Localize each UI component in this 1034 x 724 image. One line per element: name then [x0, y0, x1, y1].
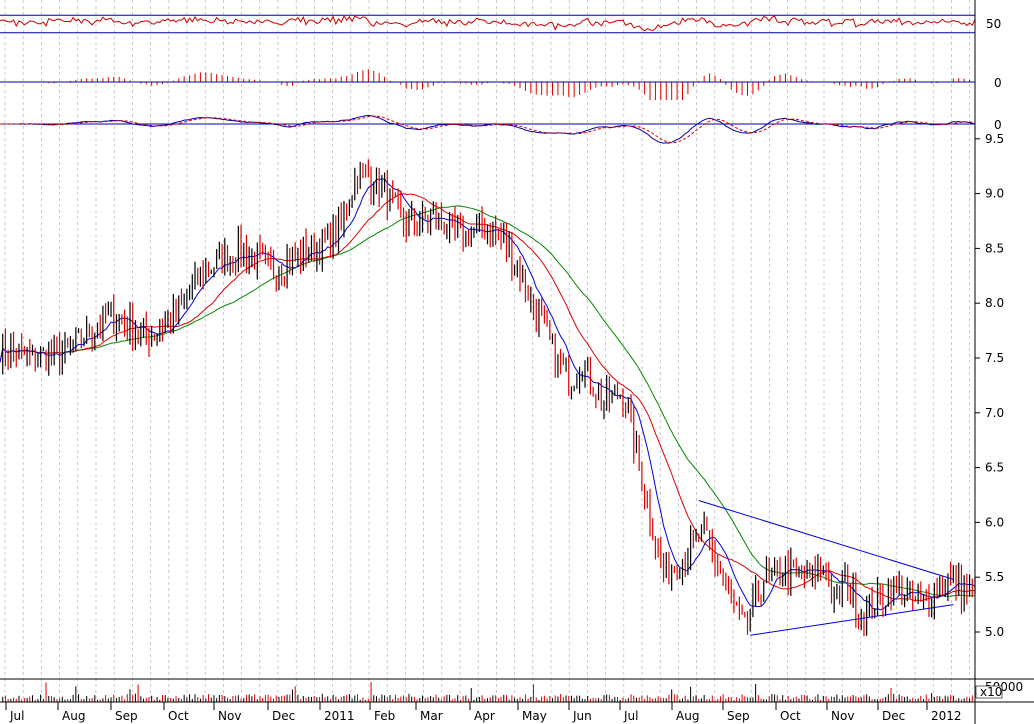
- month-label: Sep: [115, 709, 138, 723]
- month-label: Oct: [168, 709, 189, 723]
- volume-multiplier-label: x10: [980, 685, 1002, 699]
- month-label: May: [522, 709, 547, 723]
- price-axis: 9.5 9.0 8.5 8.0 7.5 7.0 6.5 6.0 5.5 5.0: [975, 132, 1004, 639]
- month-label: Nov: [218, 709, 241, 723]
- rsi-line: [0, 14, 976, 32]
- price-tick-label: 7.5: [985, 351, 1004, 365]
- month-label: Dec: [882, 709, 905, 723]
- price-tick-label: 8.5: [985, 241, 1004, 255]
- month-label: Aug: [62, 709, 85, 723]
- price-tick-label: 5.5: [985, 570, 1004, 584]
- price-panel: [0, 159, 976, 637]
- price-tick-label: 5.0: [985, 625, 1004, 639]
- time-axis: Jul Aug Sep Oct Nov Dec 2011 Feb Mar Apr May Jun Jul…: [5, 702, 962, 723]
- month-label: 2011: [324, 709, 355, 723]
- price-tick-label: 6.0: [985, 515, 1004, 529]
- month-label: Jul: [9, 709, 24, 723]
- month-label: Aug: [676, 709, 699, 723]
- month-label: Dec: [272, 709, 295, 723]
- price-tick-label: 9.5: [985, 132, 1004, 146]
- price-tick-label: 7.0: [985, 406, 1004, 420]
- histogram-bars: [21, 69, 976, 100]
- volume-multiplier-box: [975, 685, 1003, 699]
- volume-panel: [2, 681, 976, 702]
- month-label: Jun: [572, 709, 592, 723]
- trendlines: [698, 500, 954, 636]
- month-label: Mar: [420, 709, 443, 723]
- trendline-upper: [698, 500, 954, 580]
- month-label: 2012: [931, 709, 962, 723]
- price-tick-label: 8.0: [985, 296, 1004, 310]
- month-label: Sep: [727, 709, 750, 723]
- month-label: Jul: [623, 709, 638, 723]
- macd-panel: [0, 114, 976, 144]
- histogram-panel: [0, 69, 976, 100]
- month-label: Nov: [831, 709, 854, 723]
- rsi-axis-tick: 50: [986, 17, 1001, 31]
- rsi-reference-lines: [0, 14, 975, 34]
- histogram-axis-tick: 0: [994, 76, 1002, 90]
- price-candles: [2, 159, 976, 637]
- volume-bars: [2, 681, 976, 702]
- macd-axis-tick: 0: [994, 118, 1002, 132]
- rsi-panel: [0, 14, 976, 34]
- price-tick-label: 6.5: [985, 461, 1004, 475]
- macd-signal-line: [0, 115, 976, 144]
- macd-line: [0, 114, 976, 144]
- trendline-lower: [750, 604, 954, 636]
- month-label: Oct: [780, 709, 801, 723]
- month-label: Feb: [374, 709, 395, 723]
- price-tick-label: 9.0: [985, 187, 1004, 201]
- month-label: Apr: [474, 709, 495, 723]
